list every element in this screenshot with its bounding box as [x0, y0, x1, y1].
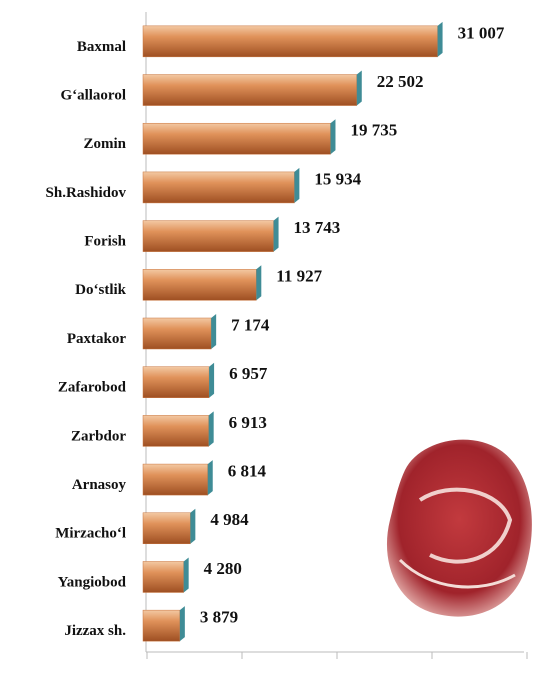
bar-edge — [437, 21, 443, 57]
y-tick-label: Zarbdor — [71, 428, 126, 444]
bar-edge — [208, 411, 214, 447]
bar — [142, 171, 295, 204]
bar-edge — [211, 314, 217, 349]
bar — [142, 74, 358, 106]
bar — [142, 25, 438, 58]
y-tick-label: Yangiobod — [58, 574, 127, 590]
value-label: 31 007 — [458, 23, 505, 42]
bar — [142, 269, 257, 301]
value-label: 15 934 — [314, 169, 361, 188]
bar-edge — [209, 362, 215, 398]
y-tick-label: Arnasoy — [72, 477, 127, 493]
value-label: 11 927 — [276, 267, 322, 286]
value-label: 6 957 — [229, 364, 268, 383]
value-label: 4 280 — [204, 559, 242, 578]
value-label: 13 743 — [294, 218, 341, 237]
y-tick-label: Mirzacho‘l — [55, 526, 126, 542]
bar-edge — [330, 119, 336, 155]
bar — [142, 512, 191, 545]
y-tick-label: Jizzax sh. — [64, 623, 126, 639]
bar — [142, 463, 208, 496]
bar — [142, 415, 209, 447]
y-tick-label: Forish — [84, 234, 126, 250]
bar-edge — [190, 508, 196, 544]
bar-edge — [183, 557, 189, 593]
bar — [142, 317, 212, 350]
value-label: 22 502 — [377, 72, 424, 91]
y-tick-label: Zafarobod — [58, 380, 127, 396]
y-tick-label: Zomin — [83, 136, 126, 152]
bar-edge — [273, 216, 279, 252]
value-label: 6 814 — [228, 461, 267, 480]
value-label: 4 984 — [210, 510, 249, 529]
meat-image — [386, 439, 532, 617]
y-tick-label: Paxtakor — [67, 331, 127, 347]
bar-edge — [294, 167, 300, 203]
y-tick-label: G‘allaorol — [60, 87, 126, 103]
bar — [142, 561, 184, 593]
bar — [142, 220, 274, 252]
value-label: 7 174 — [231, 315, 270, 334]
bar — [142, 366, 210, 398]
value-label: 3 879 — [200, 608, 238, 627]
y-tick-label: Sh.Rashidov — [46, 185, 127, 201]
bar-edge — [179, 606, 185, 642]
y-tick-label: Baxmal — [77, 39, 126, 55]
bar-edge — [256, 265, 262, 301]
bar — [142, 609, 181, 642]
value-label: 19 735 — [350, 121, 397, 140]
bar — [142, 122, 331, 155]
value-label: 6 913 — [229, 413, 267, 432]
bar-edge — [356, 70, 362, 106]
y-tick-label: Do‘stlik — [75, 282, 126, 298]
bar-edge — [207, 460, 213, 496]
